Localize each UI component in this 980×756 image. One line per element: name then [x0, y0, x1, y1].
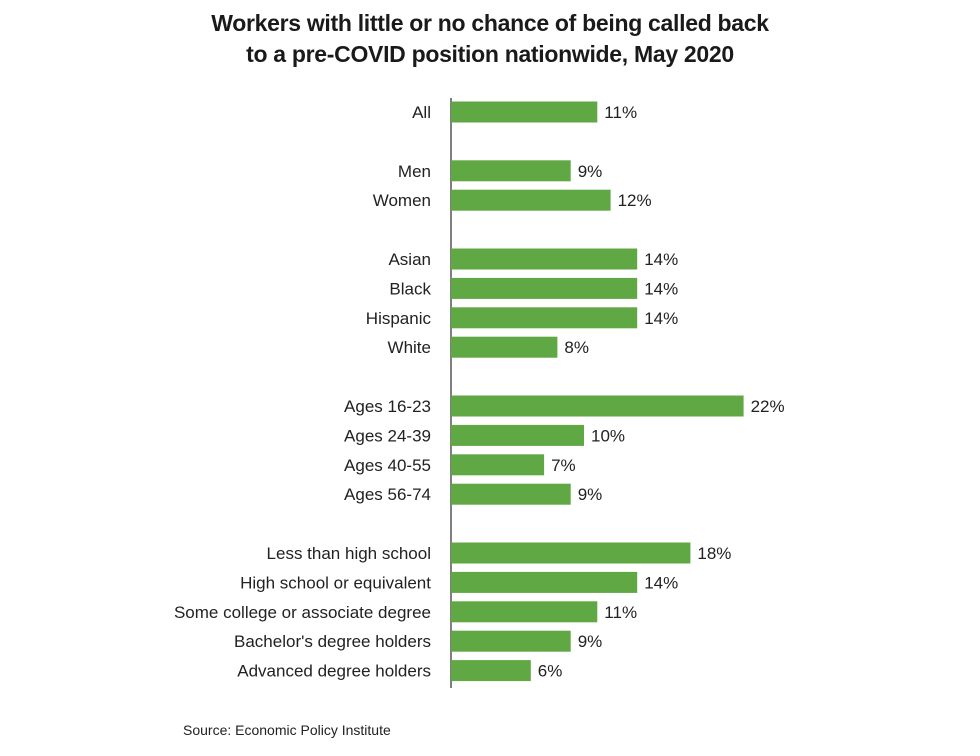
bar-advanced-degree-holders — [451, 660, 531, 682]
bar-ages-56-74 — [451, 483, 571, 505]
category-label-high-school-or-equivalent: High school or equivalent — [240, 573, 431, 592]
bar-ages-40-55 — [451, 454, 545, 476]
category-label-ages-40-55: Ages 40-55 — [344, 456, 431, 475]
value-label-ages-56-74: 9% — [578, 485, 603, 504]
value-label-asian: 14% — [644, 250, 678, 269]
bar-women — [451, 189, 611, 211]
value-label-women: 12% — [618, 191, 652, 210]
value-label-ages-40-55: 7% — [551, 456, 576, 475]
bar-hispanic — [451, 307, 638, 329]
category-label-less-than-high-school: Less than high school — [267, 544, 431, 563]
category-label-ages-56-74: Ages 56-74 — [344, 485, 431, 504]
chart-title-line-2: to a pre-COVID position nationwide, May … — [246, 41, 734, 67]
value-label-advanced-degree-holders: 6% — [538, 662, 563, 681]
category-label-women: Women — [373, 191, 431, 210]
value-label-high-school-or-equivalent: 14% — [644, 573, 678, 592]
category-label-some-college-or-associate-degree: Some college or associate degree — [174, 603, 431, 622]
bar-asian — [451, 248, 638, 270]
category-label-black: Black — [389, 279, 431, 298]
category-label-ages-16-23: Ages 16-23 — [344, 397, 431, 416]
bar-ages-16-23 — [451, 395, 744, 417]
bar-ages-24-39 — [451, 424, 584, 446]
value-label-ages-24-39: 10% — [591, 426, 625, 445]
bar-black — [451, 277, 638, 299]
value-label-black: 14% — [644, 279, 678, 298]
category-label-advanced-degree-holders: Advanced degree holders — [237, 662, 431, 681]
bar-white — [451, 336, 558, 358]
category-label-all: All — [412, 103, 431, 122]
source-note: Source: Economic Policy Institute — [183, 722, 391, 738]
bars-layer: All 11% Men 9% Women 12% Asian 14% Black 14% Hispa… — [174, 101, 785, 682]
value-label-bachelor-s-degree-holders: 9% — [578, 632, 603, 651]
bar-all — [451, 101, 598, 123]
value-label-ages-16-23: 22% — [751, 397, 785, 416]
value-label-hispanic: 14% — [644, 309, 678, 328]
value-label-some-college-or-associate-degree: 11% — [604, 603, 637, 622]
value-label-white: 8% — [564, 338, 589, 357]
bar-less-than-high-school — [451, 542, 691, 564]
category-label-bachelor-s-degree-holders: Bachelor's degree holders — [234, 632, 431, 651]
bar-bachelor-s-degree-holders — [451, 630, 571, 652]
value-label-less-than-high-school: 18% — [697, 544, 731, 563]
value-label-men: 9% — [578, 162, 603, 181]
category-label-men: Men — [398, 162, 431, 181]
bar-high-school-or-equivalent — [451, 571, 638, 593]
bar-some-college-or-associate-degree — [451, 601, 598, 623]
bar-men — [451, 160, 571, 182]
category-label-asian: Asian — [388, 250, 431, 269]
category-label-hispanic: Hispanic — [366, 309, 432, 328]
chart-title: Workers with little or no chance of bein… — [0, 8, 980, 70]
category-label-ages-24-39: Ages 24-39 — [344, 426, 431, 445]
category-label-white: White — [388, 338, 431, 357]
value-label-all: 11% — [604, 103, 637, 122]
chart-title-line-1: Workers with little or no chance of bein… — [211, 10, 769, 36]
